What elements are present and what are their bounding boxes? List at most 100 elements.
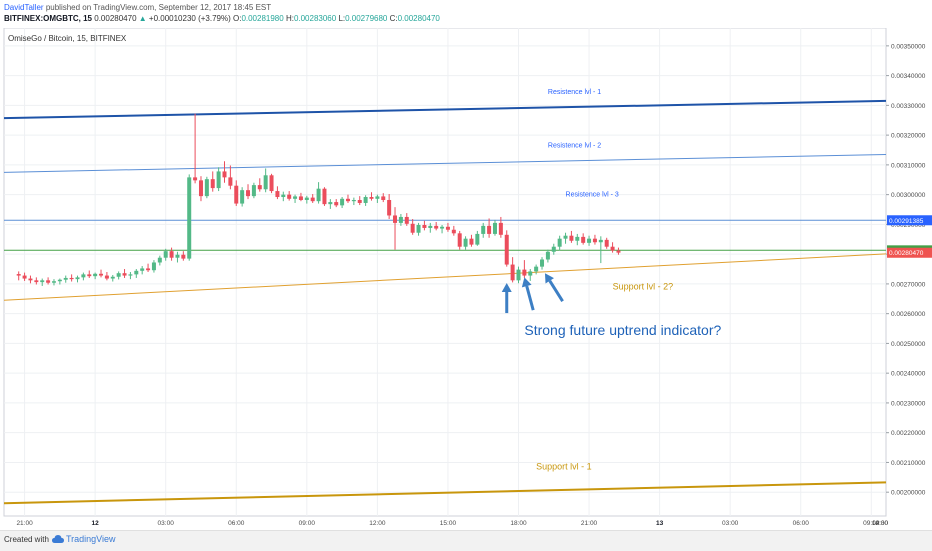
candle-body[interactable] <box>240 190 245 204</box>
candle-body[interactable] <box>275 191 280 198</box>
candle-body[interactable] <box>475 233 480 245</box>
candle-body[interactable] <box>140 268 145 271</box>
candle-body[interactable] <box>510 264 515 281</box>
trend-line-0[interactable] <box>3 99 887 120</box>
price-chart[interactable]: 0.00200000 0.00210000 0.00220000 0.00230000… <box>0 28 932 530</box>
candle-body[interactable] <box>216 171 221 189</box>
candle-body[interactable] <box>163 251 168 258</box>
candle-body[interactable] <box>422 224 427 228</box>
candle-body[interactable] <box>381 196 386 200</box>
candle-body[interactable] <box>569 235 574 241</box>
candle-body[interactable] <box>428 225 433 228</box>
candle-body[interactable] <box>551 246 556 252</box>
tradingview-brand[interactable]: TradingView <box>66 534 116 544</box>
candle-body[interactable] <box>463 238 468 247</box>
candle-body[interactable] <box>369 197 374 199</box>
candle-body[interactable] <box>304 197 309 200</box>
candle-body[interactable] <box>222 171 227 178</box>
candle-body[interactable] <box>522 269 527 276</box>
candle-body[interactable] <box>316 188 321 202</box>
candle-body[interactable] <box>404 216 409 224</box>
candle-body[interactable] <box>445 226 450 230</box>
candle-body[interactable] <box>545 251 550 260</box>
candle-body[interactable] <box>575 236 580 241</box>
candle-body[interactable] <box>204 179 209 197</box>
candle-body[interactable] <box>587 238 592 243</box>
candle-body[interactable] <box>193 177 198 181</box>
candle-body[interactable] <box>228 177 233 186</box>
candle-body[interactable] <box>498 222 503 235</box>
candle-body[interactable] <box>257 185 262 190</box>
candle-body[interactable] <box>99 273 104 276</box>
candle-body[interactable] <box>487 225 492 234</box>
candle-body[interactable] <box>28 278 33 281</box>
candle-body[interactable] <box>534 266 539 272</box>
candle-body[interactable] <box>416 224 421 233</box>
candle-body[interactable] <box>134 270 139 275</box>
trend-line-1[interactable] <box>3 153 887 173</box>
candle-body[interactable] <box>440 226 445 229</box>
candle-body[interactable] <box>563 235 568 239</box>
candle-body[interactable] <box>146 268 151 271</box>
candle-body[interactable] <box>198 180 203 197</box>
candle-body[interactable] <box>116 273 121 277</box>
candle-body[interactable] <box>246 190 251 197</box>
candle-body[interactable] <box>528 271 533 276</box>
candle-body[interactable] <box>151 262 156 271</box>
candle-body[interactable] <box>516 269 521 281</box>
candle-body[interactable] <box>357 199 362 203</box>
candle-body[interactable] <box>251 185 256 197</box>
author-link[interactable]: DavidTaller <box>4 3 44 12</box>
candle-body[interactable] <box>104 275 109 279</box>
candle-body[interactable] <box>175 254 180 258</box>
candle-body[interactable] <box>334 202 339 206</box>
candle-body[interactable] <box>187 177 192 259</box>
candle-body[interactable] <box>128 274 133 276</box>
candle-body[interactable] <box>169 251 174 258</box>
candle-body[interactable] <box>451 229 456 234</box>
candle-body[interactable] <box>345 198 350 202</box>
candle-body[interactable] <box>110 276 115 279</box>
candle-body[interactable] <box>293 196 298 199</box>
candle-body[interactable] <box>592 238 597 243</box>
candle-body[interactable] <box>69 277 74 280</box>
candle-body[interactable] <box>598 239 603 243</box>
candle-body[interactable] <box>298 196 303 200</box>
candle-body[interactable] <box>481 225 486 234</box>
candle-body[interactable] <box>557 238 562 247</box>
candle-body[interactable] <box>210 179 215 189</box>
candle-body[interactable] <box>122 273 127 276</box>
candle-body[interactable] <box>281 194 286 198</box>
candle-body[interactable] <box>81 274 86 278</box>
candle-body[interactable] <box>387 199 392 216</box>
candle-body[interactable] <box>75 277 80 280</box>
candle-body[interactable] <box>87 274 92 277</box>
candle-body[interactable] <box>46 280 51 283</box>
candle-body[interactable] <box>457 233 462 247</box>
candle-body[interactable] <box>63 277 68 280</box>
candle-body[interactable] <box>616 250 621 253</box>
candle-body[interactable] <box>375 196 380 199</box>
candle-body[interactable] <box>604 239 609 247</box>
candle-body[interactable] <box>540 259 545 267</box>
candle-body[interactable] <box>181 254 186 259</box>
candle-body[interactable] <box>581 236 586 243</box>
candle-body[interactable] <box>504 234 509 265</box>
candle-body[interactable] <box>610 246 615 251</box>
candle-body[interactable] <box>234 185 239 204</box>
candle-body[interactable] <box>263 175 268 190</box>
candle-body[interactable] <box>492 222 497 234</box>
candle-body[interactable] <box>469 238 474 245</box>
candle-body[interactable] <box>351 199 356 202</box>
candle-body[interactable] <box>57 279 62 282</box>
candle-body[interactable] <box>40 280 45 283</box>
candle-body[interactable] <box>322 188 327 205</box>
candle-body[interactable] <box>34 280 39 283</box>
trend-line-4[interactable] <box>3 253 887 301</box>
candle-body[interactable] <box>16 274 21 276</box>
candle-body[interactable] <box>310 197 315 202</box>
trend-line-5[interactable] <box>3 481 887 505</box>
candle-body[interactable] <box>51 281 56 283</box>
candle-body[interactable] <box>328 202 333 205</box>
candle-body[interactable] <box>410 223 415 233</box>
